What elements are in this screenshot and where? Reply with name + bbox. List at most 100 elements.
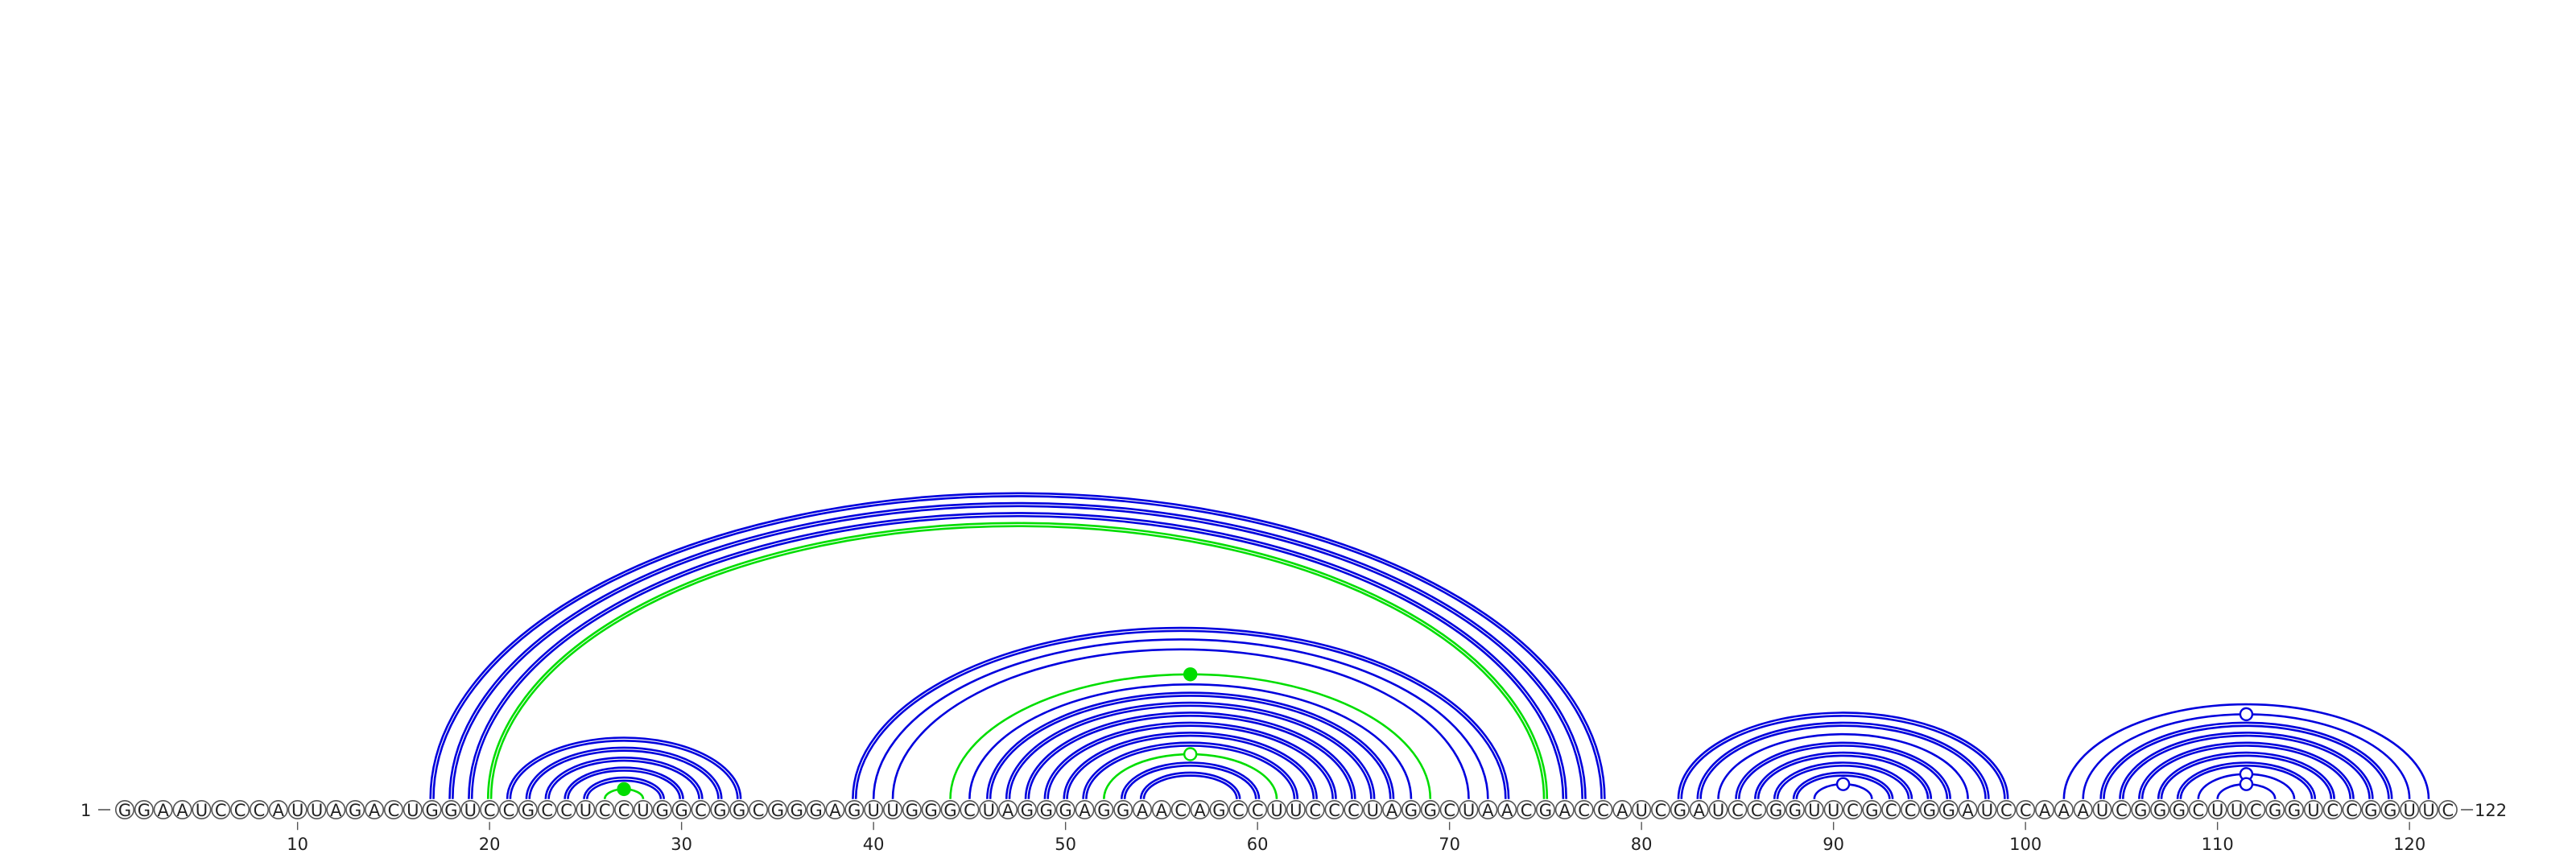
arc-25-29-line1 xyxy=(586,779,663,799)
arc-82-99-line2 xyxy=(1677,712,2009,799)
nucleotide-letter: A xyxy=(1156,801,1168,820)
nucleotide-letter: G xyxy=(1405,801,1418,820)
nucleotide-52: G xyxy=(1094,799,1114,820)
nucleotide-circle xyxy=(1823,799,1843,819)
nucleotide-circle xyxy=(1766,799,1786,819)
nucleotide-57: A xyxy=(1190,799,1210,820)
nucleotide-circle xyxy=(2419,799,2439,819)
nucleotide-circle xyxy=(786,799,807,819)
nucleotide-107: G xyxy=(2150,799,2170,820)
arc-marker-110-113 xyxy=(2239,777,2254,791)
nucleotide-letter: G xyxy=(2134,801,2147,820)
nucleotide-43: G xyxy=(921,799,941,820)
nucleotide-34: C xyxy=(749,799,769,820)
nucleotide-circle xyxy=(1881,799,1901,819)
nucleotide-circle xyxy=(537,799,557,819)
tick-label-20: 20 xyxy=(479,835,501,854)
nucleotide-19: U xyxy=(460,799,481,820)
nucleotide-circle xyxy=(1133,799,1153,819)
nucleotide-circle xyxy=(595,799,615,819)
nucleotide-4: A xyxy=(172,799,192,820)
nucleotide-letter: U xyxy=(983,801,995,820)
arc-20-75-line1 xyxy=(489,525,1546,799)
nucleotide-1: G xyxy=(115,799,135,820)
nucleotide-circle xyxy=(2380,799,2401,819)
nucleotide-90: U xyxy=(1823,799,1843,820)
nucleotide-circle xyxy=(1996,799,2017,819)
arc-19-76-line1 xyxy=(470,514,1565,799)
nucleotide-letter: A xyxy=(2078,801,2090,820)
nucleotide-110: U xyxy=(2207,799,2227,820)
arc-47-66-line1 xyxy=(1008,704,1373,799)
nucleotide-letter: C xyxy=(234,801,246,820)
nucleotide-94: C xyxy=(1901,799,1921,820)
nucleotide-letter: U xyxy=(1290,801,1302,820)
nucleotide-letter: C xyxy=(2442,801,2454,820)
nucleotide-37: G xyxy=(806,799,826,820)
nucleotide-letter: U xyxy=(1712,801,1724,820)
nucleotide-77: C xyxy=(1574,799,1594,820)
nucleotide-circle xyxy=(1055,799,1075,819)
nucleotide-circle xyxy=(1170,799,1191,819)
nucleotide-circle xyxy=(345,799,365,819)
nucleotide-82: G xyxy=(1670,799,1690,820)
nucleotide-121: U xyxy=(2419,799,2439,820)
arc-25-29-line2 xyxy=(583,776,665,799)
nucleotide-letter: C xyxy=(2116,801,2128,820)
nucleotide-circle xyxy=(2342,799,2362,819)
nucleotide-letter: U xyxy=(407,801,419,820)
nucleotide-letter: C xyxy=(618,801,630,820)
nucleotide-24: C xyxy=(556,799,576,820)
nucleotide-114: G xyxy=(2285,799,2305,820)
nucleotide-14: A xyxy=(365,799,385,820)
nucleotide-letter: G xyxy=(1040,801,1053,820)
nucleotide-circle xyxy=(1459,799,1479,819)
nucleotide-circle xyxy=(2016,799,2036,819)
nucleotide-letter: G xyxy=(906,801,919,820)
nucleotide-58: G xyxy=(1209,799,1229,820)
nucleotide-letter: G xyxy=(1059,801,1072,820)
nucleotide-74: C xyxy=(1517,799,1537,820)
arc-39-73-line1 xyxy=(854,629,1507,799)
nucleotide-circle xyxy=(1670,799,1690,819)
nucleotide-8: C xyxy=(249,799,269,820)
nucleotide-circle xyxy=(1938,799,1959,819)
arc-19-76-line2 xyxy=(468,512,1567,799)
arc-23-31-line1 xyxy=(547,759,700,799)
arcs-layer xyxy=(429,492,2430,799)
nucleotide-109: C xyxy=(2188,799,2208,820)
nucleotide-letter: A xyxy=(1386,801,1398,820)
nucleotide-96: G xyxy=(1938,799,1959,820)
nucleotide-circle xyxy=(767,799,787,819)
nucleotide-letter: U xyxy=(580,801,592,820)
nucleotide-letter: C xyxy=(2192,801,2204,820)
arc-54-59-line2 xyxy=(1139,771,1241,799)
nucleotide-letter: G xyxy=(425,801,438,820)
nucleotide-letter: G xyxy=(138,801,151,820)
nucleotide-circle xyxy=(2131,799,2151,819)
arc-107-116-line2 xyxy=(2157,751,2335,799)
nucleotide-letter: G xyxy=(1097,801,1110,820)
arc-46-67-line2 xyxy=(986,691,1395,799)
nucleotide-circle xyxy=(556,799,576,819)
nucleotide-44: G xyxy=(940,799,960,820)
nucleotide-letter: U xyxy=(2096,801,2108,820)
nucleotide-circle xyxy=(1420,799,1440,819)
nucleotide-120: U xyxy=(2400,799,2420,820)
nucleotide-letter: U xyxy=(1463,801,1475,820)
nucleotide-circle xyxy=(1747,799,1767,819)
arc-86-95-line2 xyxy=(1754,751,1933,799)
nucleotide-circle xyxy=(2246,799,2266,819)
nucleotide-letter: U xyxy=(1981,801,1993,820)
nucleotide-circle xyxy=(671,799,691,819)
nucleotide-circle xyxy=(1843,799,1863,819)
nucleotide-40: U xyxy=(864,799,884,820)
nucleotide-104: U xyxy=(2092,799,2112,820)
nucleotide-circle xyxy=(2400,799,2420,819)
nucleotide-55: A xyxy=(1151,799,1171,820)
arc-marker-103-120 xyxy=(2239,707,2254,722)
nucleotide-circle xyxy=(1689,799,1709,819)
nucleotide-circle xyxy=(691,799,711,819)
nucleotide-letter: G xyxy=(771,801,784,820)
